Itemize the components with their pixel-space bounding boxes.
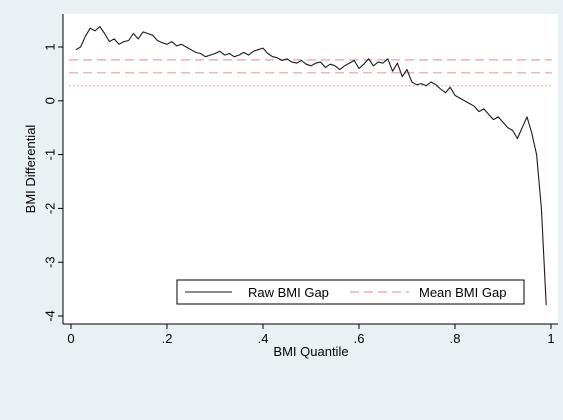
y-tick-label: -2: [42, 203, 57, 215]
x-axis-label: BMI Quantile: [273, 344, 348, 359]
legend-box: [176, 279, 525, 305]
legend-label-raw-bmi-gap: Raw BMI Gap: [248, 285, 329, 300]
y-tick-label: -4: [42, 310, 57, 322]
y-tick-label: 0: [42, 97, 57, 104]
x-tick-label: .4: [258, 331, 269, 346]
y-tick-label: -3: [42, 256, 57, 268]
y-tick-label: -1: [42, 149, 57, 161]
axes: 1 0 -1 -2 -3 -4 0 .2 .4 .6 .8 1: [42, 14, 558, 346]
x-tick-label: 1: [547, 331, 554, 346]
series-layer: [75, 26, 547, 306]
x-tick-label: .8: [450, 331, 461, 346]
x-tick-label: .2: [162, 331, 173, 346]
legend: Raw BMI Gap Mean BMI Gap: [176, 279, 525, 305]
x-tick-label: 0: [67, 331, 74, 346]
x-tick-label: .6: [354, 331, 365, 346]
y-tick-label: 1: [42, 43, 57, 50]
reference-lines: [69, 59, 552, 87]
y-axis-label: BMI Differential: [23, 125, 38, 214]
raw-bmi-gap-line: [75, 26, 547, 306]
legend-label-mean-bmi-gap: Mean BMI Gap: [419, 285, 506, 300]
